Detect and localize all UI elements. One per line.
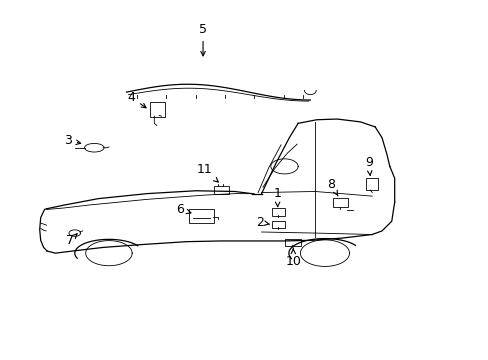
Text: 9: 9 [364, 156, 372, 175]
Text: 11: 11 [196, 163, 218, 182]
Text: 3: 3 [64, 134, 81, 147]
Text: 7: 7 [66, 234, 77, 247]
Text: 5: 5 [199, 23, 206, 56]
Text: 1: 1 [273, 187, 281, 207]
Text: 6: 6 [176, 203, 190, 216]
Text: 10: 10 [285, 249, 301, 268]
Text: 4: 4 [127, 91, 146, 108]
Text: 8: 8 [326, 178, 337, 196]
Text: 2: 2 [256, 216, 269, 229]
